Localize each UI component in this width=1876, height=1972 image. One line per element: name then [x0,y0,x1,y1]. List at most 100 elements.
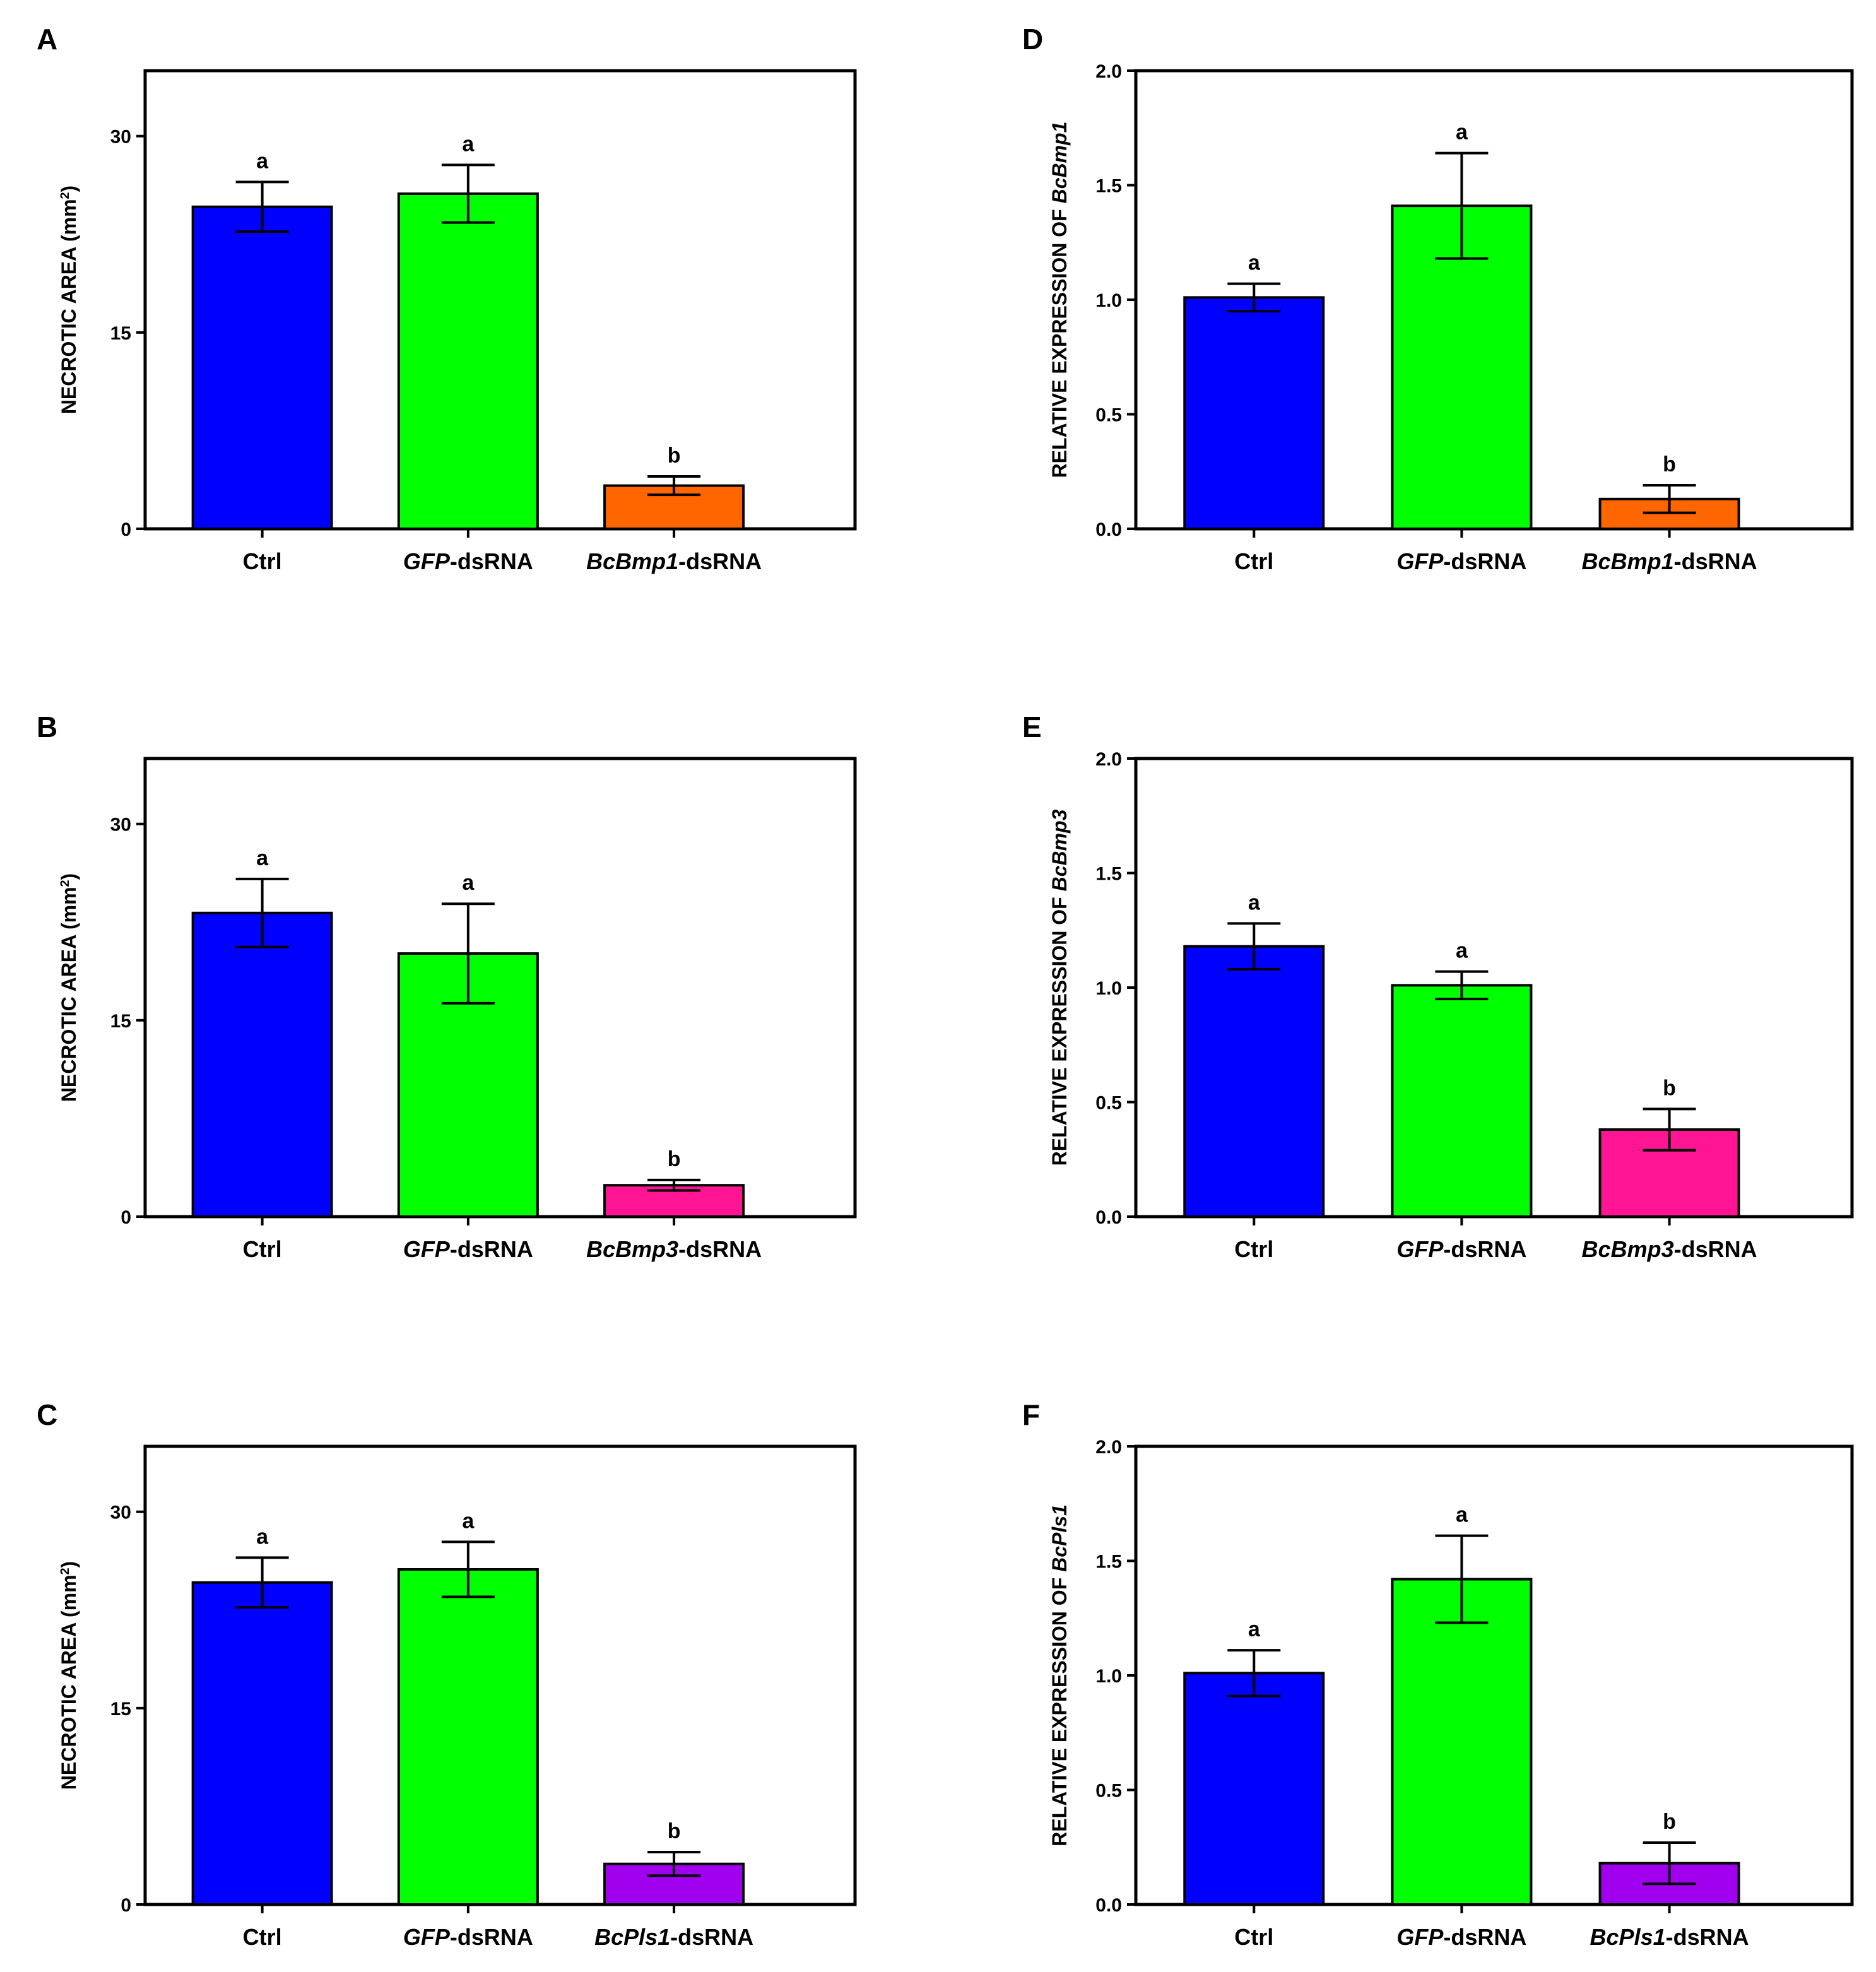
panel-f: F 0.0 0.5 1.0 1.5 2.0 RELATIVE EXPRESSION OF B… [1022,1398,1854,1950]
y-tick-label: 1.5 [1095,176,1122,197]
y-axis-title-run: RELATIVE EXPRESSION OF [1048,1572,1071,1846]
category-label-run: BcPls1 [1590,1924,1666,1950]
y-axis-title-run: NECROTIC AREA (mm [57,1574,80,1790]
y-tick-label: 15 [110,323,131,344]
bar [397,1568,539,1906]
category-label: Ctrl [243,1924,282,1950]
y-axis-title: NECROTIC AREA (mm2) [57,1561,80,1790]
panel-letter: E [1022,711,1042,743]
y-tick-label: 0 [121,1895,131,1916]
category-label: BcBmp1-dsRNA [586,548,762,574]
category-label: BcPls1-dsRNA [594,1924,753,1950]
category-label-run: -dsRNA [1674,1236,1757,1262]
category-label: Ctrl [1234,548,1273,574]
panel-d: D 0.0 0.5 1.0 1.5 2.0 RELATIVE EXPRESSION OF B… [1022,23,1854,574]
category-label-run: -dsRNA [1674,548,1757,574]
y-tick-label: 0.0 [1095,1895,1122,1916]
bar [1183,1672,1325,1906]
significance-label: a [256,1525,269,1549]
bar [603,1184,745,1219]
category-label-run: BcBmp3 [586,1236,678,1262]
significance-label: a [1456,121,1468,145]
category-label-run: Ctrl [1234,1924,1273,1950]
panel-letter: F [1022,1398,1040,1431]
category-label: BcPls1-dsRNA [1590,1924,1749,1950]
category-label-run: -dsRNA [678,1236,762,1262]
y-tick-label: 0.0 [1095,1207,1122,1228]
panel-letter: A [37,23,57,56]
y-axis-title: RELATIVE EXPRESSION OF BcBmp3 [1048,809,1071,1166]
y-tick-label: 30 [110,127,131,148]
y-axis-title-run: RELATIVE EXPRESSION OF [1048,891,1071,1166]
category-label-run: Ctrl [243,548,282,574]
category-label-run: GFP [1396,548,1444,574]
y-axis-title-run: 2 [58,880,72,887]
category-label-run: Ctrl [1234,1236,1273,1262]
y-axis-title: NECROTIC AREA (mm2) [57,186,80,414]
significance-label: a [462,1509,475,1533]
category-label-run: BcBmp3 [1582,1236,1674,1262]
category-label-run: Ctrl [243,1236,282,1262]
y-tick-label: 0 [121,1207,131,1228]
category-label: Ctrl [243,1236,282,1262]
y-axis-title-run: BcPls1 [1048,1504,1071,1572]
y-tick-label: 2.0 [1095,61,1122,82]
y-tick-label: 0.5 [1095,1781,1122,1802]
y-axis-title-run: RELATIVE EXPRESSION OF [1048,203,1071,478]
y-tick-label: 2.0 [1095,749,1122,770]
panel-letter: B [37,711,57,743]
category-label-run: -dsRNA [450,1924,533,1950]
category-label-run: -dsRNA [1443,548,1526,574]
y-tick-label: 2.0 [1095,1437,1122,1458]
significance-label: b [668,1819,681,1843]
y-tick-label: 1.0 [1095,1666,1122,1687]
y-axis-title-run: NECROTIC AREA (mm [57,887,80,1102]
y-axis-title-run: BcBmp3 [1048,809,1071,891]
bar [191,1581,333,1906]
y-tick-label: 0.5 [1095,1093,1122,1114]
category-label-run: BcBmp1 [586,548,678,574]
y-axis-title-run: 2 [58,1568,72,1574]
panel-letter: C [37,1398,57,1431]
y-axis-title: NECROTIC AREA (mm2) [57,873,80,1102]
category-label: GFP-dsRNA [1396,1924,1526,1950]
category-label: BcBmp1-dsRNA [1582,548,1757,574]
category-label-run: -dsRNA [678,548,762,574]
y-tick-label: 1.0 [1095,978,1122,999]
bar [191,205,333,530]
category-label-run: GFP [403,1924,451,1950]
significance-label: a [1248,890,1261,914]
category-label-run: -dsRNA [1666,1924,1749,1950]
y-axis-title-run: NECROTIC AREA (mm [57,199,80,414]
y-axis-title: RELATIVE EXPRESSION OF BcPls1 [1048,1504,1071,1846]
significance-label: a [462,132,475,156]
y-tick-label: 15 [110,1011,131,1032]
category-label: BcBmp3-dsRNA [1582,1236,1757,1262]
category-label-run: GFP [403,1236,451,1262]
category-label-run: GFP [1396,1924,1444,1950]
y-tick-label: 0 [121,519,131,540]
significance-label: b [1663,1076,1676,1100]
significance-label: b [1663,1810,1676,1834]
category-label-run: BcBmp1 [1582,548,1674,574]
y-tick-label: 1.0 [1095,290,1122,311]
y-tick-label: 1.5 [1095,864,1122,885]
significance-label: b [668,444,681,468]
significance-label: b [1663,452,1676,476]
y-tick-label: 30 [110,815,131,835]
y-tick-label: 0.5 [1095,405,1122,426]
significance-label: a [256,149,269,173]
category-label-run: Ctrl [1234,548,1273,574]
category-label: GFP-dsRNA [1396,548,1526,574]
category-label: Ctrl [243,548,282,574]
category-label-run: -dsRNA [450,1236,533,1262]
category-label-run: GFP [403,548,451,574]
significance-label: a [462,871,475,895]
category-label: GFP-dsRNA [1396,1236,1526,1262]
y-tick-label: 1.5 [1095,1552,1122,1573]
y-tick-label: 15 [110,1699,131,1720]
category-label: Ctrl [1234,1236,1273,1262]
bar [1391,984,1533,1218]
y-axis-title-run: BcBmp1 [1048,122,1071,204]
